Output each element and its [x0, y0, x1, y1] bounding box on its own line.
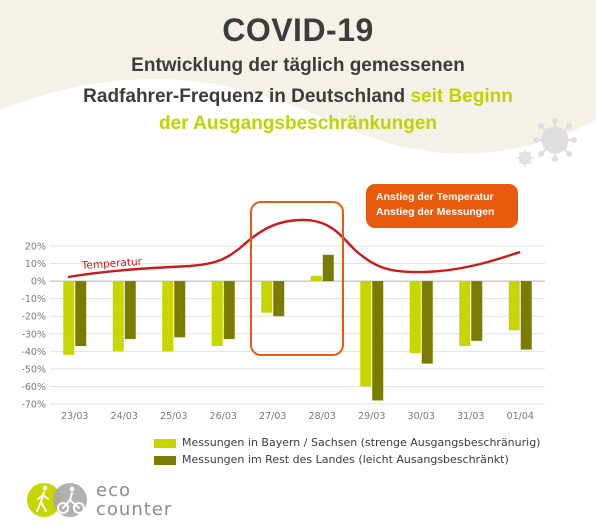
bar-rest [520, 281, 532, 350]
virus-decoration [516, 118, 577, 167]
y-tick-label: 10% [25, 259, 46, 270]
virus-icon-small [516, 149, 534, 167]
legend-item-bayern: Messungen in Bayern / Sachsen (strenge A… [154, 436, 540, 449]
x-tick-label: 27/03 [259, 411, 286, 422]
y-tick-label: -40% [21, 347, 46, 358]
legend-label-rest: Messungen im Rest des Landes (leicht Aus… [182, 453, 509, 466]
subtitle-line-3: der Ausgangsbeschränkungen [158, 113, 438, 134]
y-tick-label: -20% [21, 312, 46, 323]
bar-bayern [310, 275, 322, 282]
x-axis: 23/03 24/03 25/03 26/03 27/03 28/03 29/03 30/03… [61, 411, 534, 422]
y-tick-label: -50% [21, 364, 46, 375]
y-tick-label: 20% [25, 242, 46, 253]
y-tick-label: 0% [31, 277, 46, 288]
bar-rest [124, 281, 136, 340]
subtitle-line-2-main: Radfahrer-Frequenz in Deutschland [83, 86, 406, 107]
callout-box: Anstieg der Temperatur Anstieg der Messu… [366, 184, 518, 228]
bar-bayern [112, 281, 124, 352]
bar-bayern [211, 281, 223, 347]
bar-rest [471, 281, 483, 341]
page-title: COVID-19 [222, 12, 374, 48]
x-tick-label: 29/03 [358, 411, 385, 422]
bar-rest [322, 254, 334, 282]
x-tick-label: 25/03 [160, 411, 187, 422]
y-tick-label: -10% [21, 294, 46, 305]
x-tick-label: 24/03 [111, 411, 138, 422]
x-tick-label: 30/03 [408, 411, 435, 422]
callout-line-1: Anstieg der Temperatur [376, 191, 494, 203]
x-tick-label: 31/03 [457, 411, 484, 422]
bar-rest [75, 281, 87, 347]
logo-text-eco: eco [96, 480, 131, 501]
callout-line-2: Anstieg der Messungen [376, 206, 495, 218]
highlight-box [250, 201, 344, 356]
header-background [0, 0, 596, 154]
bar-bayern [508, 281, 520, 331]
bar-rest [421, 281, 433, 364]
y-tick-label: -70% [21, 400, 46, 411]
legend-item-rest: Messungen im Rest des Landes (leicht Aus… [154, 453, 509, 466]
bar-bayern [261, 281, 273, 313]
logo-text: eco counter [96, 481, 172, 519]
bars [63, 254, 532, 401]
legend-label-bayern: Messungen in Bayern / Sachsen (strenge A… [182, 436, 541, 449]
bar-bayern [162, 281, 174, 352]
bar-bayern [409, 281, 421, 354]
x-tick-label: 23/03 [61, 411, 88, 422]
x-tick-label: 26/03 [210, 411, 237, 422]
pedestrian-icon [36, 485, 49, 512]
bar-rest [223, 281, 235, 340]
legend-swatch-bayern [154, 438, 176, 448]
bar-rest [174, 281, 186, 338]
logo-text-counter: counter [96, 499, 173, 520]
bar-rest [273, 281, 285, 317]
bar-bayern [360, 281, 372, 387]
y-tick-label: -60% [21, 382, 46, 393]
x-tick-label: 28/03 [309, 411, 336, 422]
virus-icon-large [533, 118, 577, 162]
x-tick-label: 01/04 [507, 411, 534, 422]
y-tick-label: -30% [21, 329, 46, 340]
temperature-line [67, 218, 521, 279]
eco-counter-logo [27, 483, 87, 517]
bar-bayern [459, 281, 471, 347]
cyclist-icon [57, 486, 85, 514]
subtitle-line-2-highlight: seit Beginn [410, 86, 513, 107]
temperature-label: Temperatur [80, 256, 143, 272]
bar-bayern [63, 281, 75, 355]
logo-circle-green [27, 483, 61, 517]
legend-swatch-rest [154, 455, 176, 465]
bar-rest [372, 281, 384, 401]
subtitle-line-1: Entwicklung der täglich gemessenen [131, 55, 465, 76]
y-axis: 20% 10% 0% -10% -20% -30% -40% -50% -60% -70% [21, 242, 46, 411]
subtitle-line-2: Radfahrer-Frequenz in Deutschland seit B… [0, 86, 596, 108]
